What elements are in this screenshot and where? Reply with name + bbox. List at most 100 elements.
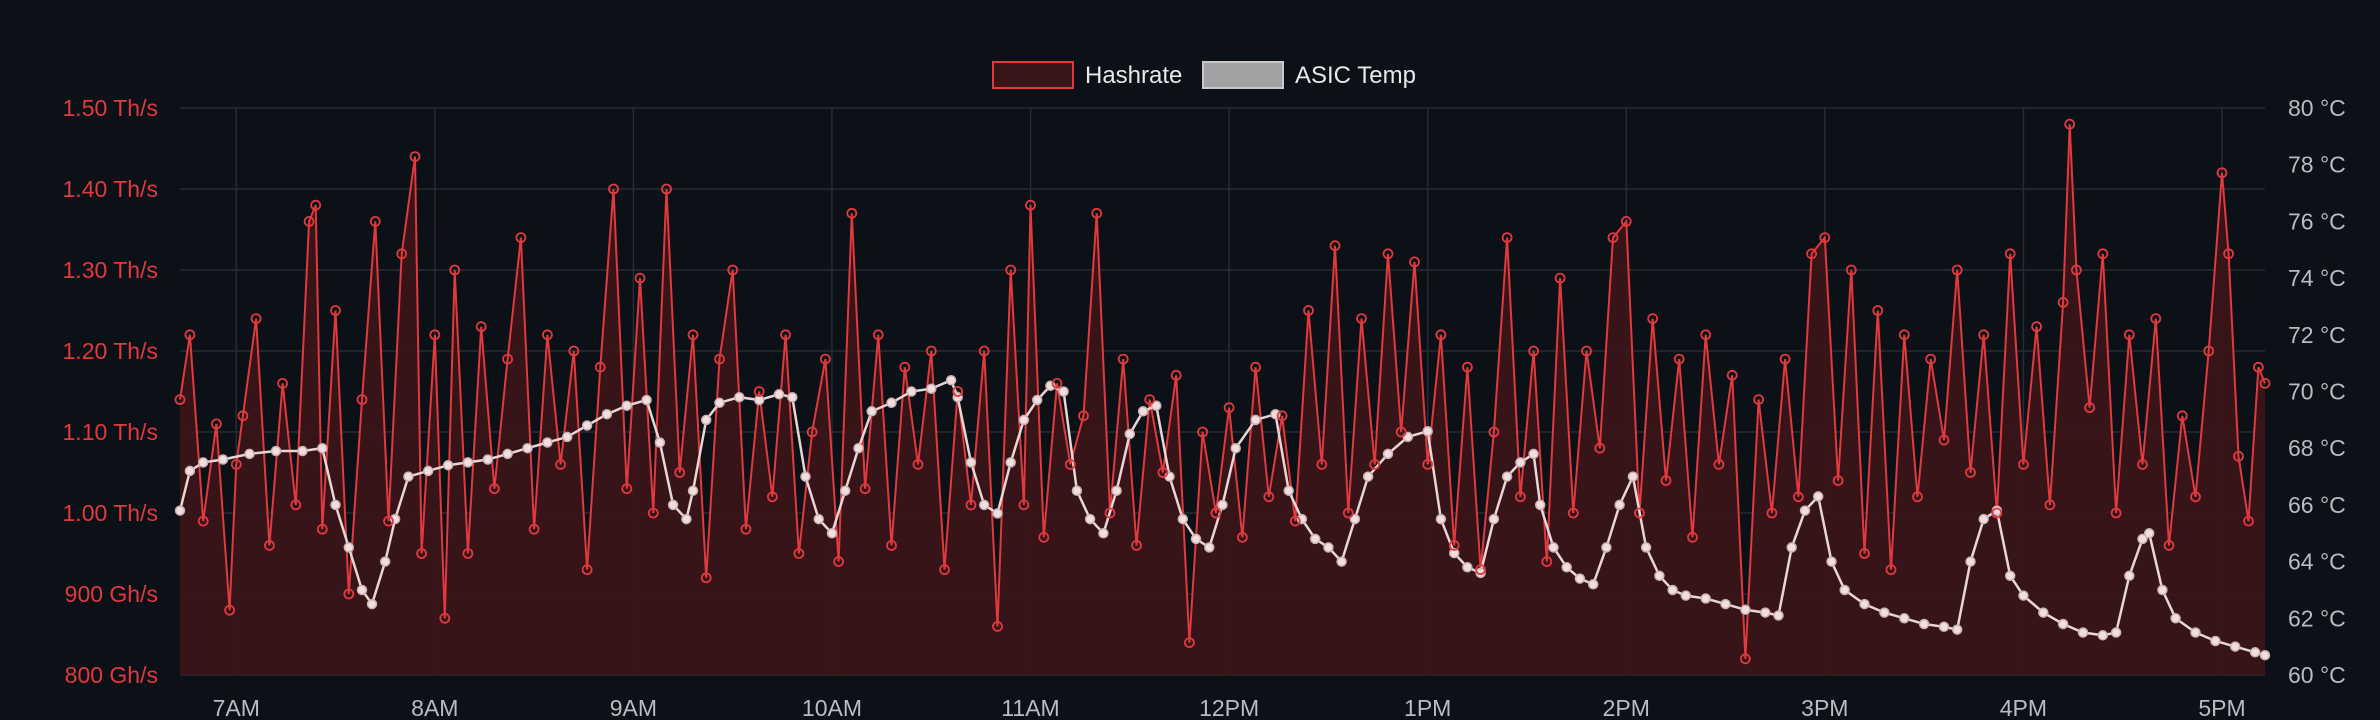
hashrate-point[interactable] bbox=[1237, 531, 1248, 543]
hashrate-point[interactable] bbox=[416, 548, 428, 559]
asic-temp-point[interactable] bbox=[217, 454, 229, 465]
asic-temp-point[interactable] bbox=[1534, 499, 1546, 511]
asic-temp-point[interactable] bbox=[2097, 630, 2109, 641]
hashrate-point[interactable] bbox=[1647, 313, 1659, 325]
hashrate-point[interactable] bbox=[2252, 361, 2264, 373]
hashrate-point[interactable] bbox=[1978, 329, 1990, 341]
hashrate-point[interactable] bbox=[263, 540, 275, 551]
hashrate-point[interactable] bbox=[1501, 232, 1513, 244]
hashrate-point[interactable] bbox=[1289, 515, 1301, 527]
asic-temp-point[interactable] bbox=[2110, 627, 2122, 638]
asic-temp-point[interactable] bbox=[1435, 513, 1447, 525]
asic-temp-point[interactable] bbox=[1058, 386, 1069, 397]
asic-temp-point[interactable] bbox=[813, 513, 824, 525]
asic-temp-point[interactable] bbox=[992, 508, 1003, 519]
asic-temp-point[interactable] bbox=[1654, 570, 1665, 582]
hashrate-point[interactable] bbox=[568, 345, 580, 357]
hashrate-point[interactable] bbox=[1872, 305, 1884, 316]
asic-temp-point[interactable] bbox=[1190, 533, 1202, 545]
hashrate-point[interactable] bbox=[1369, 458, 1381, 470]
hashrate-point[interactable] bbox=[1342, 507, 1354, 519]
asic-temp-point[interactable] bbox=[1799, 505, 1811, 516]
hashrate-point[interactable] bbox=[1845, 264, 1857, 276]
asic-temp-point[interactable] bbox=[1667, 584, 1678, 596]
hashrate-point[interactable] bbox=[1435, 329, 1447, 341]
hashrate-point[interactable] bbox=[1051, 377, 1063, 389]
asic-temp-point[interactable] bbox=[700, 414, 712, 426]
asic-temp-point[interactable] bbox=[1018, 414, 1030, 426]
asic-temp-point[interactable] bbox=[687, 485, 699, 496]
hashrate-point[interactable] bbox=[1422, 458, 1434, 470]
asic-temp-point[interactable] bbox=[2170, 613, 2181, 624]
hashrate-point[interactable] bbox=[1018, 499, 1030, 511]
asic-temp-point[interactable] bbox=[174, 505, 186, 516]
hashrate-point[interactable] bbox=[925, 345, 937, 357]
hashrate-point[interactable] bbox=[1753, 394, 1764, 406]
hashrate-point[interactable] bbox=[2216, 167, 2228, 179]
hashrate-point[interactable] bbox=[714, 353, 725, 365]
hashrate-point[interactable] bbox=[184, 329, 196, 341]
asic-temp-point[interactable] bbox=[641, 394, 652, 406]
hashrate-point[interactable] bbox=[250, 313, 262, 325]
hashrate-point[interactable] bbox=[1740, 653, 1751, 665]
hashrate-point[interactable] bbox=[661, 183, 672, 195]
asic-temp-point[interactable] bbox=[2137, 533, 2148, 545]
hashrate-point[interactable] bbox=[1912, 491, 1923, 503]
asic-temp-point[interactable] bbox=[714, 397, 725, 409]
hashrate-point[interactable] bbox=[1250, 361, 1261, 373]
asic-temp-point[interactable] bbox=[1230, 442, 1241, 454]
hashrate-point[interactable] bbox=[2110, 507, 2122, 519]
hashrate-point[interactable] bbox=[2084, 402, 2096, 414]
hashrate-point[interactable] bbox=[369, 215, 381, 227]
asic-temp-point[interactable] bbox=[1859, 598, 1870, 610]
hashrate-point[interactable] bbox=[793, 548, 805, 559]
hashrate-point[interactable] bbox=[1475, 564, 1486, 576]
hashrate-point[interactable] bbox=[608, 183, 619, 195]
hashrate-point[interactable] bbox=[1713, 458, 1725, 470]
hashrate-point[interactable] bbox=[2190, 491, 2201, 503]
hashrate-point[interactable] bbox=[727, 264, 739, 276]
hashrate-point[interactable] bbox=[767, 491, 778, 503]
asic-temp-point[interactable] bbox=[800, 471, 811, 482]
hashrate-point[interactable] bbox=[2064, 118, 2076, 130]
asic-temp-point[interactable] bbox=[1098, 528, 1109, 539]
hashrate-point[interactable] bbox=[2057, 296, 2069, 308]
asic-temp-point[interactable] bbox=[403, 471, 414, 482]
legend-swatch-asic-temp[interactable] bbox=[1202, 61, 1284, 89]
hashrate-point[interactable] bbox=[674, 467, 686, 478]
asic-temp-point[interactable] bbox=[826, 528, 838, 539]
hashrate-point[interactable] bbox=[1025, 199, 1036, 211]
asic-temp-point[interactable] bbox=[866, 406, 877, 417]
hashrate-point[interactable] bbox=[1779, 353, 1791, 365]
hashrate-point[interactable] bbox=[1687, 531, 1698, 543]
hashrate-point[interactable] bbox=[343, 588, 355, 600]
asic-temp-point[interactable] bbox=[502, 448, 513, 460]
asic-temp-point[interactable] bbox=[1323, 542, 1334, 553]
hashrate-point[interactable] bbox=[872, 329, 884, 341]
hashrate-point[interactable] bbox=[1184, 637, 1195, 648]
hashrate-point[interactable] bbox=[1005, 264, 1017, 276]
asic-temp-point[interactable] bbox=[787, 391, 798, 403]
legend-label-asic-temp[interactable]: ASIC Temp bbox=[1295, 62, 1416, 89]
hashrate-point[interactable] bbox=[1673, 353, 1685, 365]
hashrate-point[interactable] bbox=[2176, 410, 2188, 422]
hashrate-point[interactable] bbox=[912, 458, 924, 470]
asic-temp-point[interactable] bbox=[317, 442, 328, 454]
hashrate-point[interactable] bbox=[174, 394, 186, 406]
hashrate-point[interactable] bbox=[1660, 475, 1672, 487]
asic-temp-point[interactable] bbox=[2259, 649, 2271, 661]
asic-temp-point[interactable] bbox=[1978, 513, 1989, 525]
legend-label-hashrate[interactable]: Hashrate bbox=[1085, 62, 1182, 89]
hashrate-point[interactable] bbox=[1462, 361, 1473, 373]
hashrate-point[interactable] bbox=[2203, 345, 2215, 357]
hashrate-point[interactable] bbox=[1793, 491, 1804, 503]
asic-temp-point[interactable] bbox=[1283, 485, 1294, 496]
asic-temp-point[interactable] bbox=[1786, 542, 1797, 553]
hashrate-point[interactable] bbox=[542, 329, 553, 341]
hashrate-point[interactable] bbox=[2070, 264, 2082, 276]
hashrate-point[interactable] bbox=[1885, 564, 1897, 576]
hashrate-point[interactable] bbox=[2018, 458, 2029, 470]
asic-temp-point[interactable] bbox=[654, 437, 666, 448]
asic-temp-point[interactable] bbox=[379, 556, 391, 567]
hashrate-point[interactable] bbox=[396, 248, 408, 260]
